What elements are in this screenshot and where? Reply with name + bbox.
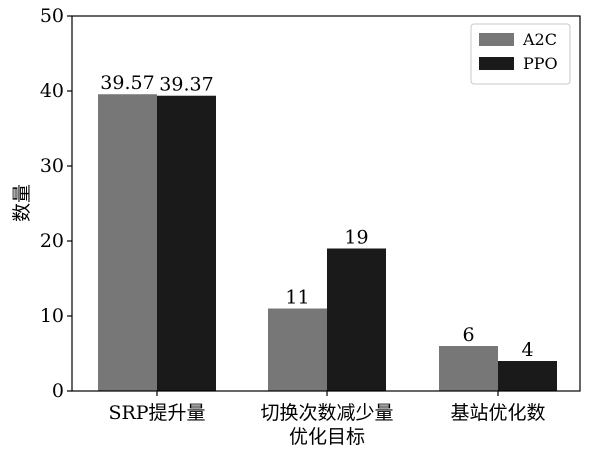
plot-frame: [71, 15, 581, 392]
x-tick-label-1-line-0: 切换次数减少量: [260, 402, 393, 424]
data-label-ppo-2: 4: [521, 339, 533, 361]
bars-layer: [98, 94, 557, 391]
x-tick-label-0: SRP提升量: [108, 402, 205, 424]
y-axis: 0 10 20 30 40 50: [40, 5, 72, 402]
bar-ppo-1: [327, 248, 386, 391]
y-tick-label-40: 40: [40, 80, 64, 102]
y-tick-label-0: 0: [52, 380, 64, 402]
y-tick-label-50: 50: [40, 5, 64, 27]
x-tick-label-2: 基站优化数: [450, 402, 545, 424]
legend-swatch-a2c: [479, 33, 514, 46]
data-labels-layer: 39.57 11 6 39.37 19 4: [100, 72, 533, 361]
bar-ppo-0: [157, 95, 216, 391]
bar-ppo-2: [498, 361, 557, 391]
y-tick-label-30: 30: [40, 155, 64, 177]
x-tick-label-1-line-1: 优化目标: [289, 426, 365, 448]
data-label-ppo-1: 19: [344, 227, 368, 249]
y-axis-label: 数量: [11, 184, 33, 222]
bar-a2c-2: [439, 346, 498, 391]
y-tick-label-10: 10: [40, 305, 64, 327]
data-label-a2c-2: 6: [462, 324, 474, 346]
legend: A2C PPO: [470, 23, 571, 85]
data-label-a2c-1: 11: [285, 287, 309, 309]
data-label-ppo-0: 39.37: [159, 74, 213, 96]
legend-label-a2c: A2C: [522, 30, 557, 49]
bar-a2c-1: [268, 308, 327, 391]
legend-label-ppo: PPO: [523, 54, 558, 73]
legend-swatch-ppo: [479, 57, 514, 70]
data-label-a2c-0: 39.57: [100, 72, 154, 94]
bar-a2c-0: [98, 94, 157, 391]
y-tick-label-20: 20: [40, 230, 64, 252]
